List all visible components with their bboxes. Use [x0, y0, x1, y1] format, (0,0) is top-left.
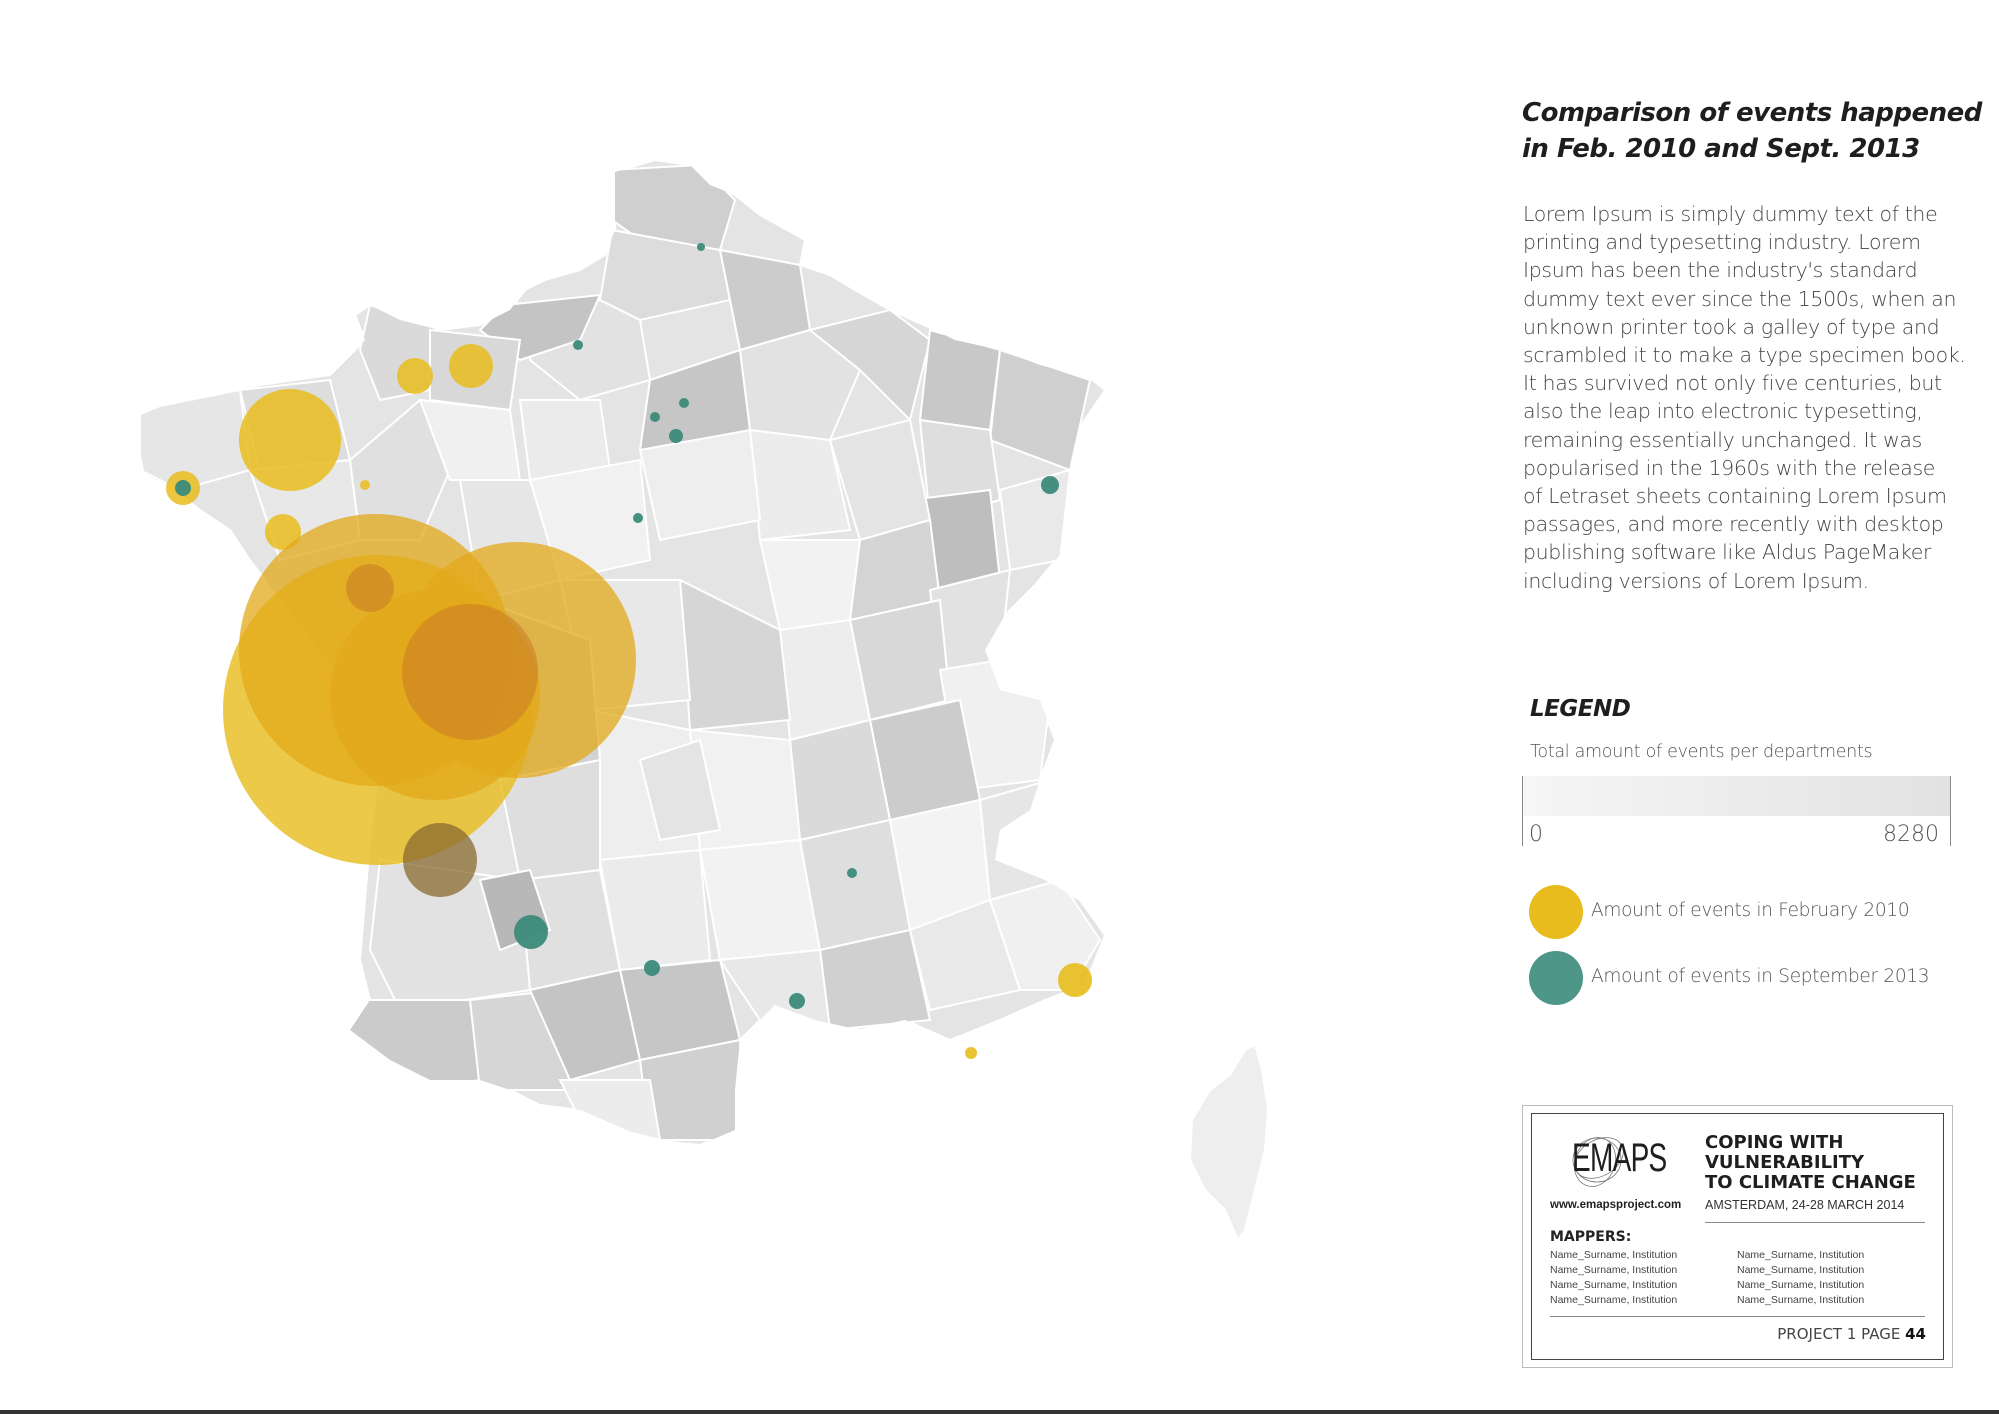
title-line-1: Comparison of events happened — [1522, 98, 1982, 128]
body-line: publishing software like Aldus PageMaker — [1523, 540, 1932, 565]
body-line: of Letraset sheets containing Lorem Ipsu… — [1523, 484, 1947, 509]
sep-2013-label: Amount of events in September 2013 — [1591, 966, 1930, 987]
headline-line-3: TO CLIMATE CHANGE — [1705, 1172, 1916, 1193]
credit-box — [1522, 1105, 1953, 1368]
emaps-logo-icon — [1572, 1137, 1624, 1187]
body-line: scrambled it to make a type specimen boo… — [1523, 343, 1966, 368]
feb-2010-label: Amount of events in February 2010 — [1591, 900, 1910, 921]
body-line: including versions of Lorem Ipsum. — [1523, 568, 1869, 593]
mappers-label: MAPPERS: — [1550, 1229, 1632, 1245]
description-text: Lorem Ipsum is simply dummy text of the … — [1523, 200, 1978, 595]
credit-divider — [1705, 1222, 1925, 1223]
scale-tick-min — [1522, 776, 1523, 846]
legend-subtitle: Total amount of events per departments — [1530, 742, 1873, 762]
title-line-2: in Feb. 2010 and Sept. 2013 — [1522, 134, 1920, 164]
mapper-right-1: Name_Surname, Institution — [1737, 1249, 1865, 1261]
emaps-logo-text: EMAPS — [1572, 1136, 1667, 1180]
body-line: printing and typesetting industry. Lorem — [1523, 230, 1921, 255]
mapper-left-2: Name_Surname, Institution — [1550, 1264, 1678, 1276]
legend-title: LEGEND — [1530, 696, 1631, 722]
mapper-left-3: Name_Surname, Institution — [1550, 1279, 1678, 1291]
body-line: It has survived not only five centuries,… — [1523, 371, 1942, 396]
mapper-left-1: Name_Surname, Institution — [1550, 1249, 1678, 1261]
body-line: Lorem Ipsum is simply dummy text of the — [1523, 202, 1938, 226]
body-line: Ipsum has been the industry's standard — [1523, 258, 1918, 283]
mapper-right-4: Name_Surname, Institution — [1737, 1294, 1865, 1306]
mapper-left-4: Name_Surname, Institution — [1550, 1294, 1678, 1306]
sep-2013-swatch — [1529, 951, 1583, 1005]
mapper-right-2: Name_Surname, Institution — [1737, 1264, 1865, 1276]
mapper-right-3: Name_Surname, Institution — [1737, 1279, 1865, 1291]
headline-line-2: VULNERABILITY — [1705, 1152, 1865, 1173]
body-line: remaining essentially unchanged. It was — [1523, 427, 1922, 452]
event-info: AMSTERDAM, 24-28 MARCH 2014 — [1705, 1198, 1905, 1212]
body-line: popularised in the 1960s with the releas… — [1523, 455, 1936, 480]
scale-max-label: 8280 — [1883, 822, 1939, 847]
credit-footer-divider — [1550, 1316, 1925, 1317]
headline-line-1: COPING WITH — [1705, 1132, 1844, 1153]
project-url: www.emapsproject.com — [1550, 1199, 1682, 1211]
body-line: also the leap into electronic typesettin… — [1523, 399, 1923, 424]
page-footer: PROJECT 1 PAGE 44 — [1777, 1325, 1926, 1343]
page-title: Comparison of events happened in Feb. 20… — [1522, 95, 1982, 167]
feb-2010-swatch — [1529, 885, 1583, 939]
body-line: unknown printer took a galley of type an… — [1523, 314, 1940, 339]
bottom-border — [0, 1410, 1999, 1414]
page-number: 44 — [1905, 1325, 1926, 1343]
body-line: passages, and more recently with desktop — [1523, 512, 1944, 537]
choropleth-scale-bar — [1523, 776, 1950, 816]
scale-tick-max — [1950, 776, 1951, 846]
france-map — [138, 160, 1268, 1240]
page-prefix: PROJECT 1 PAGE — [1777, 1325, 1901, 1343]
scale-min-label: 0 — [1529, 822, 1543, 847]
credit-box-inner — [1531, 1113, 1944, 1360]
body-line: dummy text ever since the 1500s, when an — [1523, 286, 1957, 311]
